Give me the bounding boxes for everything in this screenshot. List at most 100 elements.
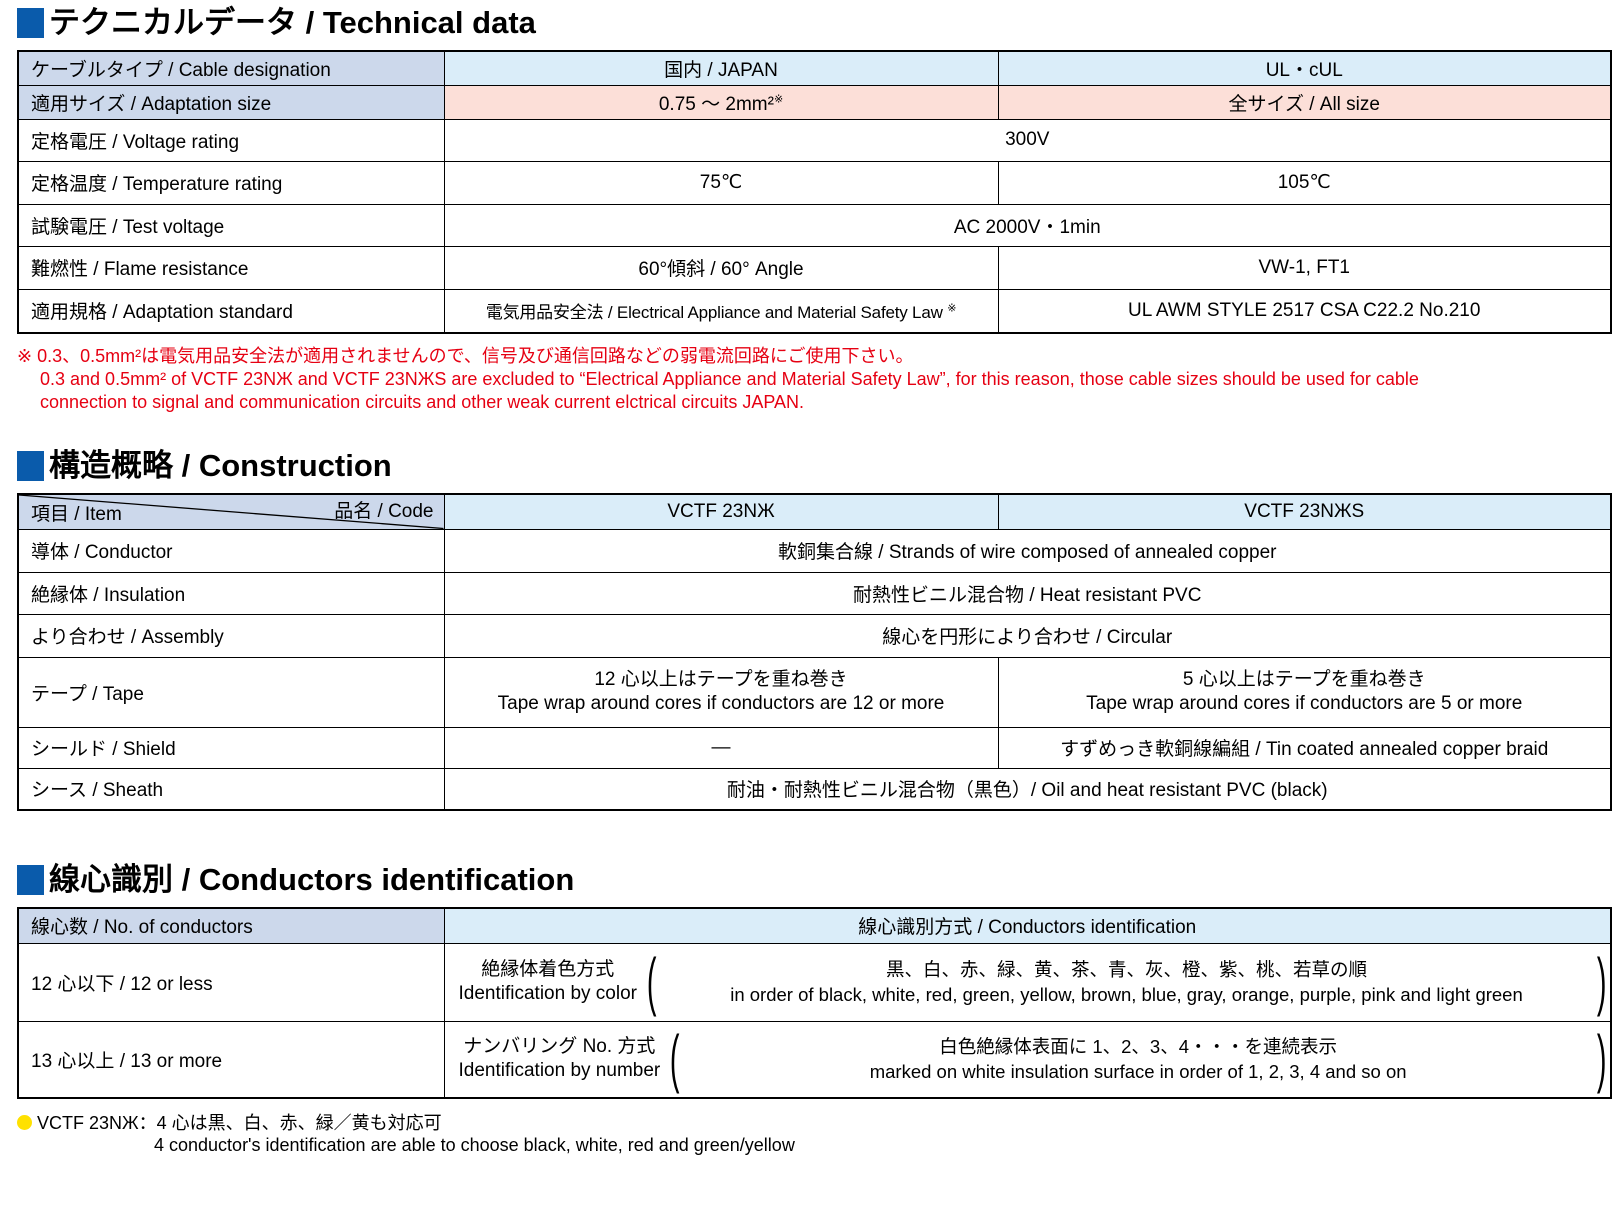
detail-ja: 白色絶縁体表面に 1、2、3、4・・・を連続表示 [939, 1036, 1338, 1058]
standard-value: 電気用品安全法 / Electrical Appliance and Mater… [485, 303, 943, 323]
item-code-corner-cell: 品名 / Code 項目 / Item [17, 493, 445, 530]
item-header: 項目 / Item [31, 503, 122, 525]
method-block: 絶縁体着色方式 Identification by color [449, 958, 648, 1006]
detail-en: marked on white insulation surface in or… [869, 1061, 1407, 1083]
tape-vctf23n: 12 心以上はテープを重ね巻き Tape wrap around cores i… [443, 656, 999, 728]
shield-vctf23n: ― [443, 726, 999, 769]
footnote-line: 4 conductor's identification are able to… [154, 1135, 795, 1155]
table-row: 定格電圧 / Voltage rating 300V [17, 118, 1612, 162]
adaptation-size-ul: 全サイズ / All size [997, 84, 1612, 120]
table-row: 難燃性 / Flame resistance 60°傾斜 / 60° Angle… [17, 245, 1612, 290]
adaptation-size-japan: 0.75 ～ 2mm²※ [443, 84, 999, 120]
identification-section-title: 線心識別 / Conductors identification [17, 861, 1610, 899]
construction-table: 品名 / Code 項目 / Item VCTF 23NЖ VCTF 23NЖS… [17, 493, 1612, 811]
assembly-label: より合わせ / Assembly [17, 613, 445, 658]
section-title-text: 構造概略 / Construction [49, 448, 392, 483]
table-header-row: 線心数 / No. of conductors 線心識別方式 / Conduct… [17, 907, 1612, 944]
note-line: connection to signal and communication c… [40, 392, 805, 412]
adaptation-size-label: 適用サイズ / Adaptation size [17, 84, 445, 120]
temperature-rating-ul: 105℃ [997, 160, 1612, 205]
identification-by-color: 絶縁体着色方式 Identification by color ( 黒、白、赤、… [443, 942, 1612, 1022]
detail-block: 黒、白、赤、緑、黄、茶、青、灰、橙、紫、桃、若草の順 in order of b… [656, 957, 1596, 1007]
regulation-note: ※ 0.3、0.5mm²は電気用品安全法が適用されませんので、信号及び通信回路な… [17, 345, 1610, 414]
method-block: ナンバリング No. 方式 Identification by number [449, 1035, 671, 1083]
section-marker-icon [17, 451, 44, 481]
flame-resistance-japan: 60°傾斜 / 60° Angle [443, 245, 999, 290]
section-title-text: テクニカルデータ / Technical data [49, 5, 536, 40]
technical-data-table: ケーブルタイプ / Cable designation 国内 / JAPAN U… [17, 50, 1612, 334]
color-option-footnote: VCTF 23NЖ：4 心は黒、白、赤、緑／黄も対応可 4 conductor'… [17, 1112, 1610, 1156]
method-en: Identification by color [458, 983, 638, 1004]
tape-en: Tape wrap around cores if conductors are… [497, 693, 945, 714]
datasheet-page: テクニカルデータ / Technical data ケーブルタイプ / Cabl… [17, 4, 1612, 1156]
table-row: シース / Sheath 耐油・耐熱性ビニル混合物（黒色）/ Oil and h… [17, 767, 1612, 811]
section-marker-icon [17, 865, 44, 895]
column-header-vctf23n: VCTF 23NЖ [443, 493, 999, 530]
flame-resistance-ul: VW-1, FT1 [997, 245, 1612, 290]
method-ja: 絶縁体着色方式 [481, 959, 615, 980]
table-row: 適用規格 / Adaptation standard 電気用品安全法 / Ele… [17, 288, 1612, 334]
table-row: 12 心以下 / 12 or less 絶縁体着色方式 Identificati… [17, 942, 1612, 1022]
conductor-label: 導体 / Conductor [17, 528, 445, 573]
voltage-rating-label: 定格電圧 / Voltage rating [17, 118, 445, 162]
test-voltage-value: AC 2000V・1min [443, 203, 1612, 247]
detail-en: in order of black, white, red, green, ye… [730, 984, 1523, 1005]
adaptation-standard-label: 適用規格 / Adaptation standard [17, 288, 445, 334]
cable-designation-ul: UL・cUL [997, 50, 1612, 86]
table-row: より合わせ / Assembly 線心を円形により合わせ / Circular [17, 613, 1612, 658]
tape-en: Tape wrap around cores if conductors are… [1086, 693, 1523, 714]
construction-section-title: 構造概略 / Construction [17, 447, 1610, 485]
note-line: 0.3 and 0.5mm² of VCTF 23NЖ and VCTF 23N… [40, 369, 1419, 389]
assembly-value: 線心を円形により合わせ / Circular [443, 613, 1612, 658]
tape-ja: 5 心以上はテープを重ね巻き [1182, 669, 1426, 690]
footnote-text: VCTF 23NЖ：4 心は黒、白、赤、緑／黄も対応可 [37, 1113, 442, 1133]
table-header-row: 品名 / Code 項目 / Item VCTF 23NЖ VCTF 23NЖS [17, 493, 1612, 530]
open-paren: ( [646, 945, 657, 1018]
close-paren: ) [1596, 1022, 1607, 1095]
footnote-line: VCTF 23NЖ：4 心は黒、白、赤、緑／黄も対応可 [17, 1112, 1610, 1134]
identification-content: ナンバリング No. 方式 Identification by number (… [445, 1022, 1610, 1095]
detail-block: 白色絶縁体表面に 1、2、3、4・・・を連続表示 marked on white… [680, 1034, 1597, 1084]
section-title-text: 線心識別 / Conductors identification [49, 862, 575, 897]
table-row: 導体 / Conductor 軟銅集合線 / Strands of wire c… [17, 528, 1612, 573]
method-en: Identification by number [458, 1060, 661, 1082]
temperature-rating-label: 定格温度 / Temperature rating [17, 160, 445, 205]
note-mark: ※ [947, 302, 957, 315]
bullet-icon [17, 1115, 32, 1130]
identification-content: 絶縁体着色方式 Identification by color ( 黒、白、赤、… [445, 945, 1610, 1018]
adaptation-standard-japan: 電気用品安全法 / Electrical Appliance and Mater… [443, 288, 999, 334]
test-voltage-label: 試験電圧 / Test voltage [17, 203, 445, 247]
adaptation-standard-ul: UL AWM STYLE 2517 CSA C22.2 No.210 [997, 288, 1612, 334]
flame-resistance-label: 難燃性 / Flame resistance [17, 245, 445, 290]
conductor-count-header: 線心数 / No. of conductors [17, 907, 445, 944]
temperature-rating-japan: 75℃ [443, 160, 999, 205]
voltage-rating-value: 300V [443, 118, 1612, 162]
note-mark: ※ [773, 93, 784, 106]
note-line: ※ 0.3、0.5mm²は電気用品安全法が適用されませんので、信号及び通信回路な… [17, 346, 914, 366]
open-paren: ( [670, 1022, 680, 1095]
table-row: 絶縁体 / Insulation 耐熱性ビニル混合物 / Heat resist… [17, 571, 1612, 615]
section-marker-icon [17, 8, 44, 38]
sheath-value: 耐油・耐熱性ビニル混合物（黒色）/ Oil and heat resistant… [443, 767, 1612, 811]
identification-by-number: ナンバリング No. 方式 Identification by number (… [443, 1020, 1612, 1099]
tape-label: テープ / Tape [17, 656, 445, 728]
table-row: 試験電圧 / Test voltage AC 2000V・1min [17, 203, 1612, 247]
count-13-or-more: 13 心以上 / 13 or more [17, 1020, 445, 1099]
insulation-label: 絶縁体 / Insulation [17, 571, 445, 615]
table-row: 定格温度 / Temperature rating 75℃ 105℃ [17, 160, 1612, 205]
close-paren: ) [1596, 945, 1607, 1018]
table-row: 13 心以上 / 13 or more ナンバリング No. 方式 Identi… [17, 1020, 1612, 1099]
shield-vctf23ns: すずめっき軟銅線編組 / Tin coated annealed copper … [997, 726, 1612, 769]
tape-ja: 12 心以上はテープを重ね巻き [594, 669, 848, 690]
identification-method-header: 線心識別方式 / Conductors identification [443, 907, 1612, 944]
code-header: 品名 / Code [334, 501, 434, 522]
column-header-vctf23ns: VCTF 23NЖS [997, 493, 1612, 530]
sheath-label: シース / Sheath [17, 767, 445, 811]
method-ja: ナンバリング No. 方式 [463, 1036, 656, 1058]
detail-ja: 黒、白、赤、緑、黄、茶、青、灰、橙、紫、桃、若草の順 [885, 959, 1367, 980]
conductor-value: 軟銅集合線 / Strands of wire composed of anne… [443, 528, 1612, 573]
technical-data-section-title: テクニカルデータ / Technical data [17, 4, 1610, 42]
table-row: シールド / Shield ― すずめっき軟銅線編組 / Tin coated … [17, 726, 1612, 769]
tape-vctf23ns: 5 心以上はテープを重ね巻き Tape wrap around cores if… [997, 656, 1612, 728]
identification-table: 線心数 / No. of conductors 線心識別方式 / Conduct… [17, 907, 1612, 1099]
